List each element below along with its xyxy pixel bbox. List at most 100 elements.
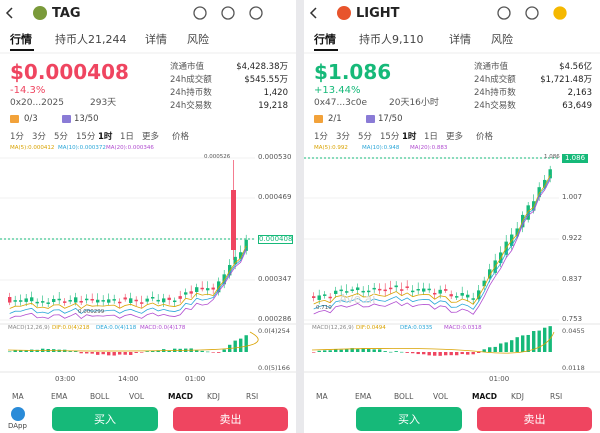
timeframe[interactable]: 15分: [380, 132, 400, 142]
candle-body: [41, 301, 45, 303]
timeframe[interactable]: 更多: [142, 132, 160, 142]
tab[interactable]: 详情: [145, 33, 167, 46]
timeframe[interactable]: 3分: [336, 132, 350, 142]
candle-body: [140, 302, 144, 304]
macd-bar: [471, 352, 475, 355]
candle-body: [8, 297, 12, 303]
macd-bar: [378, 349, 382, 352]
macd-bar: [239, 338, 243, 352]
indicator-tab[interactable]: KDJ: [511, 392, 524, 401]
candle-body: [400, 289, 404, 291]
timeframe[interactable]: 5分: [54, 132, 68, 142]
indicator-tab[interactable]: RSI: [246, 392, 259, 401]
y-axis-label: 0.922: [562, 234, 583, 242]
tab[interactable]: 详情: [449, 33, 471, 46]
indicator-tab[interactable]: VOL: [129, 392, 145, 401]
buy-button[interactable]: 买入: [52, 407, 158, 431]
indicator-tab[interactable]: MACD: [168, 392, 193, 401]
candle-body: [46, 302, 50, 304]
timeframe[interactable]: 1日: [424, 132, 438, 142]
moving-average: [313, 179, 551, 315]
indicator-tab[interactable]: BOLL: [394, 392, 414, 401]
indicator-tab[interactable]: MA: [12, 392, 24, 401]
candle-body: [200, 287, 204, 290]
macd-bar: [416, 352, 420, 355]
timeframe[interactable]: 价格: [476, 132, 494, 142]
macd-bar: [35, 349, 39, 352]
indicator-tab[interactable]: RSI: [550, 392, 563, 401]
candle-body: [178, 296, 182, 299]
header-icon: [249, 6, 263, 20]
timeframe[interactable]: 5分: [358, 132, 372, 142]
x-axis-label: 14:00: [118, 375, 139, 383]
badge-icon: [62, 115, 71, 123]
macd-bar: [361, 348, 365, 352]
stat-label: 流通市值: [474, 62, 509, 72]
macd-bar: [532, 331, 536, 352]
candle-body: [19, 300, 23, 302]
macd-bar: [521, 335, 525, 352]
buy-button[interactable]: 买入: [356, 407, 462, 431]
token-name: LIGHT: [356, 6, 400, 21]
macd-bar: [151, 350, 155, 352]
macd-bar: [460, 352, 464, 355]
candle-body: [361, 290, 365, 293]
timeframe[interactable]: 1日: [120, 132, 134, 142]
tab[interactable]: 风险: [187, 33, 209, 46]
candle-body: [57, 298, 61, 301]
address: 0x47...3c0e: [314, 98, 368, 108]
tab[interactable]: 风险: [491, 33, 513, 46]
indicator-tab[interactable]: EMA: [51, 392, 68, 401]
candle-body: [129, 298, 133, 303]
timeframe[interactable]: 价格: [172, 132, 190, 142]
tab[interactable]: 行情: [314, 33, 336, 46]
candle-body: [107, 299, 111, 303]
candle-body: [173, 300, 177, 303]
moving-average: [9, 247, 247, 315]
tab[interactable]: 行情: [10, 33, 32, 46]
candle-body: [118, 301, 122, 304]
indicator-tab[interactable]: BOLL: [90, 392, 110, 401]
timeframe[interactable]: 更多: [446, 132, 464, 142]
timeframe[interactable]: 1分: [314, 132, 328, 142]
sell-button[interactable]: 卖出: [173, 407, 288, 431]
token-logo: [337, 6, 351, 20]
timeframe[interactable]: 1时: [98, 132, 113, 142]
candle-body: [167, 297, 171, 300]
candle-body: [543, 179, 547, 188]
macd-bar: [334, 349, 338, 352]
macd-bar: [367, 348, 371, 352]
header-icon: [525, 6, 539, 20]
stat-value: $4,428.38万: [236, 62, 288, 72]
indicator-tab[interactable]: VOL: [433, 392, 449, 401]
timeframe[interactable]: 1分: [10, 132, 24, 142]
macd-bar: [350, 348, 354, 352]
tab[interactable]: 持币人21,244: [55, 33, 127, 46]
indicator-tab[interactable]: EMA: [355, 392, 372, 401]
candle-body: [383, 289, 387, 292]
candle-body: [378, 288, 382, 291]
sell-button[interactable]: 卖出: [477, 407, 592, 431]
timeframe[interactable]: 1时: [402, 132, 417, 142]
indicator-tab[interactable]: MACD: [472, 392, 497, 401]
macd-bar: [372, 349, 376, 352]
timeframe[interactable]: 3分: [32, 132, 46, 142]
badge: 0/3: [24, 114, 38, 124]
candle-body: [184, 292, 188, 295]
indicator-tab[interactable]: MA: [316, 392, 328, 401]
indicator-tab[interactable]: KDJ: [207, 392, 220, 401]
candle-body: [515, 228, 519, 237]
macd-bar: [200, 350, 204, 352]
age: 293天: [90, 98, 117, 108]
candle-body: [482, 280, 486, 287]
macd-bar: [328, 350, 332, 352]
macd-axis-label: 0.0118: [562, 364, 585, 372]
macd-bar: [312, 352, 316, 353]
macd-bar: [339, 349, 343, 352]
tab[interactable]: 持币人9,110: [359, 33, 424, 46]
timeframe[interactable]: 15分: [76, 132, 96, 142]
macd-bar: [455, 352, 459, 356]
macd-bar: [244, 335, 248, 352]
candle-body: [471, 298, 475, 300]
address: 0x20...2025: [10, 98, 64, 108]
